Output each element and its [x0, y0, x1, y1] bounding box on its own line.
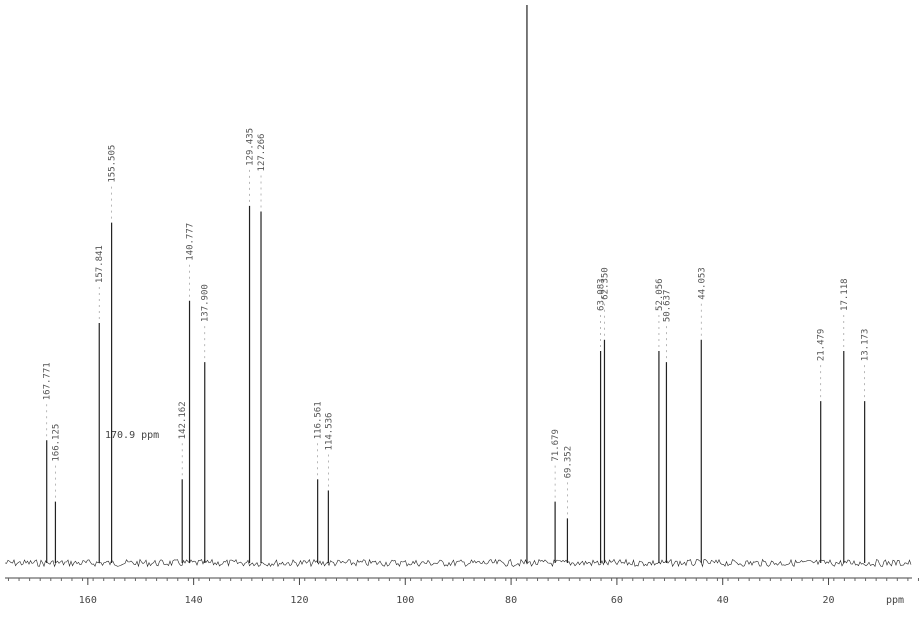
peak-label: 21.479	[817, 329, 827, 362]
x-tick-label: 40	[717, 595, 729, 606]
peak-label: 166.125	[51, 424, 61, 462]
peak-label: 129.435	[246, 128, 256, 166]
x-tick-label: 20	[823, 595, 835, 606]
inset-label: 170.9 ppm	[105, 430, 159, 441]
peak-label: 167.771	[43, 362, 53, 400]
peak-label: 62.350	[600, 267, 610, 300]
peak-label: 140.777	[186, 223, 196, 261]
peak-label: 114.536	[324, 413, 334, 451]
peak-label: 17.118	[840, 278, 850, 311]
peak-label: 52.056	[655, 278, 665, 311]
peak-label: 50.637	[662, 290, 672, 323]
x-tick-label: 140	[185, 595, 203, 606]
x-tick-label: 80	[505, 595, 517, 606]
peak-label: 71.679	[551, 429, 561, 462]
peak-label: 13.173	[861, 329, 871, 362]
peak-label: 142.162	[178, 401, 188, 439]
peak-label: 116.561	[314, 401, 324, 439]
x-tick-label: 160	[79, 595, 97, 606]
x-tick-label: 100	[396, 595, 414, 606]
peak-label: 155.505	[108, 145, 118, 183]
x-tick-label: 60	[611, 595, 623, 606]
x-tick-label: 120	[290, 595, 308, 606]
peak-label: 63.083	[597, 278, 607, 311]
peak-label: 44.053	[697, 267, 707, 300]
peak-label: 69.352	[563, 446, 573, 479]
peak-label: 157.841	[95, 245, 105, 283]
peak-label: 137.900	[201, 284, 211, 322]
peak-label: 127.266	[257, 134, 267, 172]
x-axis-label: ppm	[886, 595, 904, 606]
baseline-noise	[4, 558, 912, 568]
